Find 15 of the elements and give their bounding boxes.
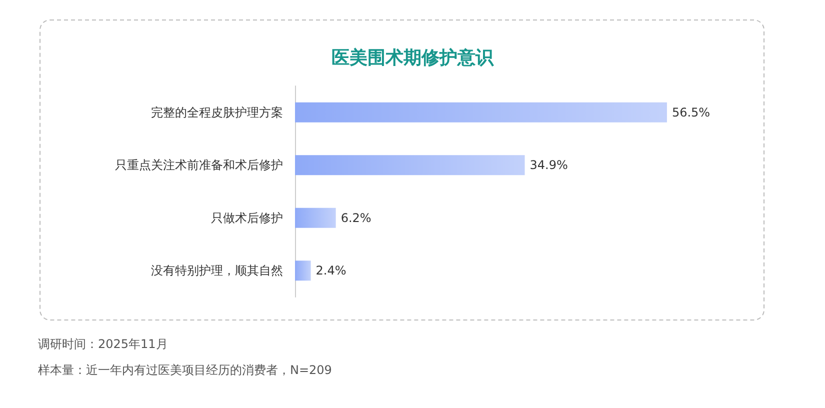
y-tick-label: 只重点关注术前准备和术后修护: [115, 158, 283, 172]
text: 样本量：近一年内有过医美项目经历的消费者，N=209: [38, 363, 332, 377]
y-tick-label: 只做术后修护: [211, 210, 283, 225]
bar: [295, 208, 336, 228]
data-label: 34.9%: [530, 158, 568, 172]
data-label: 56.5%: [672, 105, 710, 120]
text: 调研时间：2025年11月: [38, 337, 168, 351]
chart-title: 医美围术期修护意识: [332, 48, 494, 68]
bar: [295, 155, 525, 176]
data-label: 6.2%: [340, 210, 372, 225]
bar: [295, 102, 667, 122]
bar: [295, 260, 311, 281]
y-tick-label: 完整的全程皮肤护理方案: [151, 105, 283, 120]
y-tick-label: 没有特别护理，顺其自然: [151, 264, 283, 278]
data-label: 2.4%: [316, 264, 346, 278]
